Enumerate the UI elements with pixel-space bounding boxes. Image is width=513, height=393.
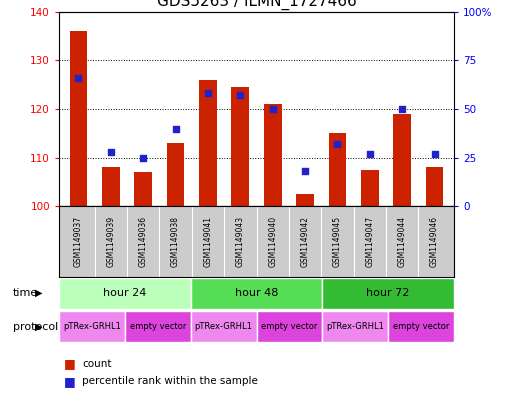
Text: percentile rank within the sample: percentile rank within the sample: [82, 376, 258, 386]
Text: GSM1149039: GSM1149039: [106, 216, 115, 267]
Bar: [59, 278, 191, 309]
Bar: [125, 311, 191, 342]
Text: count: count: [82, 358, 112, 369]
Text: GSM1149040: GSM1149040: [268, 216, 277, 267]
Bar: [199, 80, 217, 206]
Text: GSM1149036: GSM1149036: [139, 216, 148, 267]
Point: [171, 125, 180, 132]
Bar: [296, 194, 314, 206]
Point: [74, 75, 83, 81]
Bar: [102, 167, 120, 206]
Bar: [426, 167, 443, 206]
Bar: [231, 87, 249, 206]
Bar: [256, 311, 322, 342]
Bar: [59, 311, 125, 342]
Text: pTRex-GRHL1: pTRex-GRHL1: [194, 322, 252, 331]
Text: ▶: ▶: [35, 321, 42, 332]
Title: GDS5263 / ILMN_1727466: GDS5263 / ILMN_1727466: [156, 0, 357, 11]
Text: GSM1149041: GSM1149041: [204, 216, 212, 267]
Point: [139, 154, 147, 161]
Bar: [328, 133, 346, 206]
Text: GSM1149045: GSM1149045: [333, 216, 342, 267]
Text: ■: ■: [64, 357, 76, 370]
Bar: [167, 143, 185, 206]
Text: GSM1149038: GSM1149038: [171, 216, 180, 267]
Point: [269, 106, 277, 112]
Text: ▶: ▶: [35, 288, 42, 298]
Text: GSM1149044: GSM1149044: [398, 216, 407, 267]
Text: GSM1149046: GSM1149046: [430, 216, 439, 267]
Text: time: time: [13, 288, 38, 298]
Text: hour 48: hour 48: [235, 288, 278, 298]
Bar: [134, 172, 152, 206]
Point: [430, 151, 439, 157]
Point: [107, 149, 115, 155]
Bar: [361, 170, 379, 206]
Bar: [393, 114, 411, 206]
Bar: [322, 278, 454, 309]
Text: pTRex-GRHL1: pTRex-GRHL1: [63, 322, 121, 331]
Text: empty vector: empty vector: [393, 322, 449, 331]
Bar: [322, 311, 388, 342]
Bar: [191, 278, 322, 309]
Text: hour 24: hour 24: [103, 288, 147, 298]
Bar: [388, 311, 454, 342]
Text: ■: ■: [64, 375, 76, 388]
Text: protocol: protocol: [13, 321, 58, 332]
Text: empty vector: empty vector: [261, 322, 318, 331]
Point: [366, 151, 374, 157]
Bar: [264, 104, 282, 206]
Text: GSM1149047: GSM1149047: [365, 216, 374, 267]
Text: GSM1149042: GSM1149042: [301, 216, 309, 267]
Text: GSM1149037: GSM1149037: [74, 216, 83, 267]
Point: [398, 106, 406, 112]
Point: [204, 90, 212, 97]
Bar: [191, 311, 256, 342]
Text: empty vector: empty vector: [130, 322, 186, 331]
Text: pTRex-GRHL1: pTRex-GRHL1: [326, 322, 384, 331]
Point: [236, 92, 244, 99]
Text: hour 72: hour 72: [366, 288, 410, 298]
Point: [333, 141, 342, 147]
Text: GSM1149043: GSM1149043: [236, 216, 245, 267]
Point: [301, 168, 309, 174]
Bar: [70, 31, 87, 206]
